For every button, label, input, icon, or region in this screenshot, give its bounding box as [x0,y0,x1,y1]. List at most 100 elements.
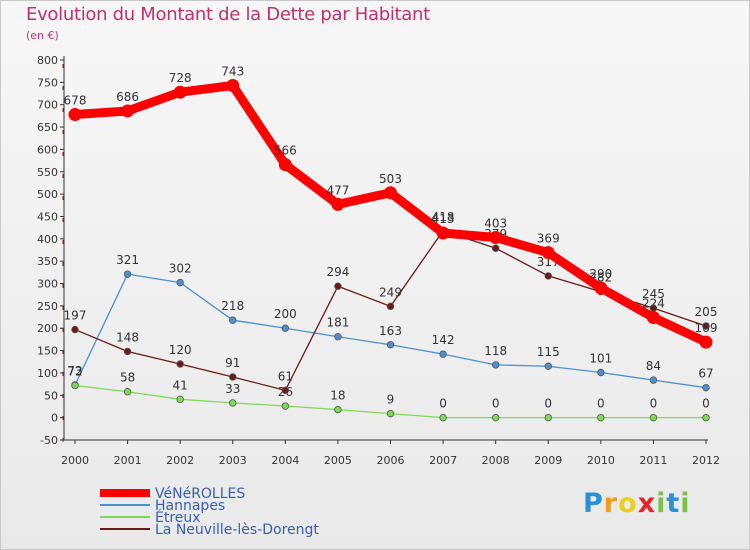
series-0: 678 686 728 743 566 477 503 413 403 369 290 224 169 [64,64,718,349]
data-point [491,244,500,252]
x-tick-label: 2012 [692,454,720,467]
x-tick-label: 2003 [219,454,247,467]
data-label: 148 [116,330,139,344]
y-tick-label: 0 [51,412,58,425]
data-label: 0 [492,397,500,411]
data-point [544,272,552,280]
y-tick-label: 400 [37,233,58,246]
data-point [334,333,342,341]
logo-letter: i [656,488,667,519]
data-point [123,388,132,396]
data-label: 0 [650,397,658,411]
data-point [229,316,237,324]
data-point [68,108,82,122]
data-label: 0 [544,397,552,411]
data-point [702,383,710,392]
y-tick-label: 150 [37,345,58,358]
y-tick-label: 500 [37,188,58,201]
data-point [646,311,660,325]
data-label: 249 [379,285,402,299]
data-point [386,409,395,418]
data-label: 18 [330,389,345,403]
data-label: 0 [597,397,605,411]
legend-label: Hannapes [155,498,225,514]
data-point [229,399,237,407]
data-point [649,376,658,384]
y-tick-label: 700 [37,99,58,112]
x-tick-label: 2010 [587,454,615,467]
data-label: 728 [169,71,192,85]
data-point [439,350,447,358]
data-label: 218 [221,299,244,313]
data-label: 163 [379,324,402,338]
data-label: 413 [432,212,455,226]
data-label: 477 [326,183,349,197]
y-tick-label: 750 [37,76,58,89]
x-tick-label: 2009 [534,454,562,467]
data-label: 245 [642,287,665,301]
x-tick-label: 2004 [271,454,299,467]
logo-letter: r [603,488,619,519]
data-label: 115 [537,345,560,359]
data-point [439,413,447,422]
y-tick-label: 600 [37,143,58,156]
data-point [123,347,132,356]
data-point [597,413,605,422]
y-tick-label: 300 [37,278,58,291]
data-point [281,324,290,332]
data-label: 142 [432,333,455,347]
data-point [436,226,450,240]
legend-label: VéNéROLLES [155,486,245,502]
data-point [229,373,237,381]
data-label: 72 [67,364,82,378]
x-tick-label: 2000 [61,454,89,467]
data-point [541,246,555,260]
data-point [491,361,500,369]
logo-letter: t [666,488,681,519]
data-label: 9 [387,393,395,407]
data-label: 566 [274,144,297,158]
chart-title: Evolution du Montant de la Dette par Hab… [26,4,430,25]
data-point [281,402,290,410]
data-label: 169 [695,321,718,335]
data-point [176,278,184,287]
data-point [71,325,79,334]
data-point [699,335,713,349]
data-label: 302 [169,262,192,276]
data-point [491,413,500,422]
data-point [702,322,710,330]
data-label: 290 [589,267,612,281]
data-label: 91 [225,356,240,370]
y-tick-label: 550 [37,166,58,179]
data-label: 0 [702,397,710,411]
x-tick-label: 2005 [324,454,352,467]
legend-label: La Neuville-lès-Dorengt [155,522,319,538]
data-label: 418 [432,210,455,224]
data-point [176,360,184,368]
data-point [544,362,552,370]
x-tick-label: 2002 [166,454,194,467]
x-tick-label: 2006 [377,454,405,467]
chart-subtitle: (en €) [26,29,59,42]
data-label: 678 [64,94,87,108]
data-label: 197 [64,309,87,323]
y-tick-label: 450 [37,210,58,223]
data-point [281,386,290,395]
data-point [123,270,132,278]
legend-label: Étreux [155,509,201,526]
data-point [226,78,240,92]
y-tick-label: 100 [37,367,58,380]
data-label: 58 [120,371,135,385]
data-label: 181 [326,316,349,330]
y-tick-label: 200 [37,322,58,335]
data-label: 369 [537,232,560,246]
data-label: 118 [484,344,507,358]
data-label: 743 [221,64,244,78]
data-label: 84 [646,359,661,373]
data-label: 403 [484,216,507,230]
logo-letter: i [680,488,691,519]
data-point [173,85,187,99]
data-label: 101 [589,351,612,365]
data-point [386,341,395,349]
